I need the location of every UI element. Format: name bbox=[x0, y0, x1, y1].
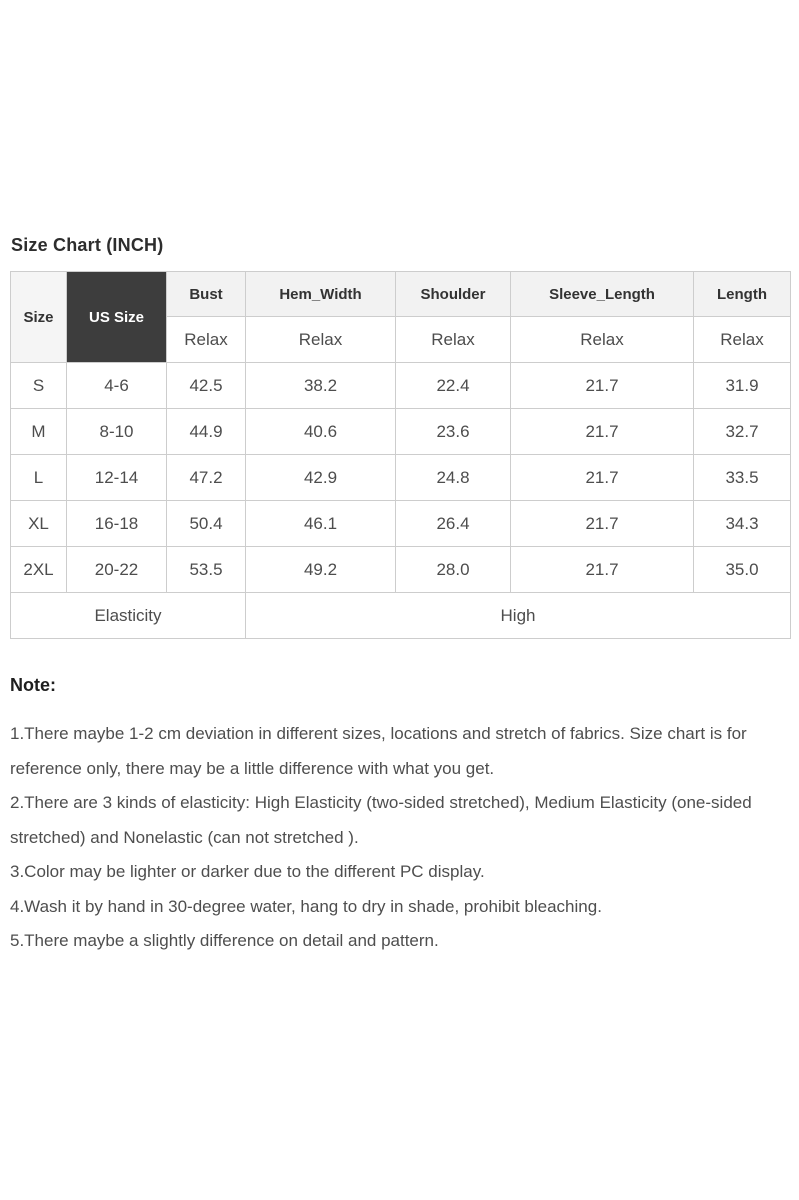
us-size-cell: 8-10 bbox=[66, 408, 167, 455]
size-label-cell: 2XL bbox=[10, 546, 67, 593]
fit-type-cell: Relax bbox=[166, 316, 246, 363]
hem-width-value-cell: 42.9 bbox=[245, 454, 396, 501]
shoulder-column-header: Shoulder bbox=[395, 271, 511, 317]
shoulder-value-cell: 26.4 bbox=[395, 500, 511, 547]
fit-type-cell: Relax bbox=[510, 316, 694, 363]
size-label-cell: S bbox=[10, 362, 67, 409]
note-item-1: 1.There maybe 1-2 cm deviation in differ… bbox=[10, 724, 747, 778]
hem-width-column-header: Hem_Width bbox=[245, 271, 396, 317]
length-value-cell: 31.9 bbox=[693, 362, 791, 409]
fit-type-cell: Relax bbox=[693, 316, 791, 363]
note-item-2: 2.There are 3 kinds of elasticity: High … bbox=[10, 793, 752, 847]
us-size-cell: 4-6 bbox=[66, 362, 167, 409]
table-row-m: M 8-10 44.9 40.6 23.6 21.7 32.7 bbox=[10, 408, 791, 455]
hem-width-value-cell: 46.1 bbox=[245, 500, 396, 547]
fit-type-cell: Relax bbox=[395, 316, 511, 363]
shoulder-value-cell: 22.4 bbox=[395, 362, 511, 409]
length-column-header: Length bbox=[693, 271, 791, 317]
notes-heading: Note: bbox=[10, 675, 56, 695]
length-value-cell: 34.3 bbox=[693, 500, 791, 547]
bust-column-header: Bust bbox=[166, 271, 246, 317]
sleeve-length-column-header: Sleeve_Length bbox=[510, 271, 694, 317]
note-item-4: 4.Wash it by hand in 30-degree water, ha… bbox=[10, 896, 602, 916]
size-label-cell: XL bbox=[10, 500, 67, 547]
table-header-row: Size US Size Bust Hem_Width Shoulder Sle… bbox=[10, 271, 791, 363]
note-item-5: 5.There maybe a slightly difference on d… bbox=[10, 931, 439, 950]
us-size-cell: 12-14 bbox=[66, 454, 167, 501]
sleeve-length-value-cell: 21.7 bbox=[510, 408, 694, 455]
elasticity-value-cell: High bbox=[245, 592, 791, 639]
size-label-cell: L bbox=[10, 454, 67, 501]
us-size-cell: 20-22 bbox=[66, 546, 167, 593]
notes-list: 1.There maybe 1-2 cm deviation in differ… bbox=[10, 717, 775, 959]
note-item-3: 3.Color may be lighter or darker due to … bbox=[10, 862, 485, 881]
length-value-cell: 33.5 bbox=[693, 454, 791, 501]
length-value-cell: 32.7 bbox=[693, 408, 791, 455]
elasticity-row: Elasticity High bbox=[10, 592, 791, 639]
hem-width-value-cell: 38.2 bbox=[245, 362, 396, 409]
us-size-cell: 16-18 bbox=[66, 500, 167, 547]
bust-value-cell: 53.5 bbox=[166, 546, 246, 593]
table-row-2xl: 2XL 20-22 53.5 49.2 28.0 21.7 35.0 bbox=[10, 546, 791, 593]
bust-value-cell: 42.5 bbox=[166, 362, 246, 409]
size-column-header: Size bbox=[10, 271, 67, 363]
bust-value-cell: 50.4 bbox=[166, 500, 246, 547]
table-row-s: S 4-6 42.5 38.2 22.4 21.7 31.9 bbox=[10, 362, 791, 409]
shoulder-value-cell: 23.6 bbox=[395, 408, 511, 455]
elasticity-label-cell: Elasticity bbox=[10, 592, 246, 639]
page-title: Size Chart (INCH) bbox=[11, 235, 164, 255]
length-value-cell: 35.0 bbox=[693, 546, 791, 593]
bust-value-cell: 44.9 bbox=[166, 408, 246, 455]
sleeve-length-value-cell: 21.7 bbox=[510, 546, 694, 593]
hem-width-value-cell: 40.6 bbox=[245, 408, 396, 455]
hem-width-value-cell: 49.2 bbox=[245, 546, 396, 593]
size-label-cell: M bbox=[10, 408, 67, 455]
sleeve-length-value-cell: 21.7 bbox=[510, 362, 694, 409]
shoulder-value-cell: 24.8 bbox=[395, 454, 511, 501]
us-size-column-header: US Size bbox=[66, 271, 167, 363]
shoulder-value-cell: 28.0 bbox=[395, 546, 511, 593]
fit-type-row: Relax Relax Relax Relax Relax bbox=[11, 316, 791, 363]
bust-value-cell: 47.2 bbox=[166, 454, 246, 501]
fit-type-cell: Relax bbox=[245, 316, 396, 363]
sleeve-length-value-cell: 21.7 bbox=[510, 500, 694, 547]
size-chart-table: Size US Size Bust Hem_Width Shoulder Sle… bbox=[10, 271, 791, 639]
table-row-xl: XL 16-18 50.4 46.1 26.4 21.7 34.3 bbox=[10, 500, 791, 547]
table-row-l: L 12-14 47.2 42.9 24.8 21.7 33.5 bbox=[10, 454, 791, 501]
sleeve-length-value-cell: 21.7 bbox=[510, 454, 694, 501]
